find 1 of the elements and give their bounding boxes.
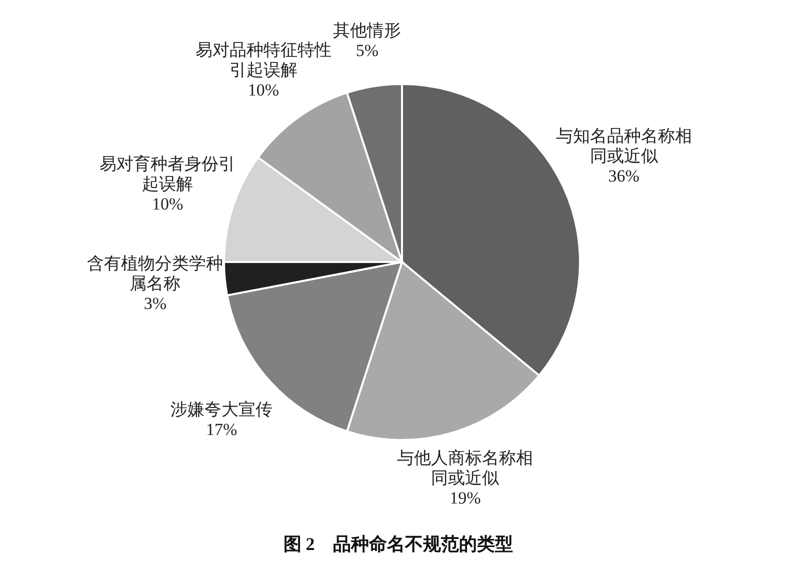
text: 图 2 品种命名不规范的类型 (283, 534, 513, 554)
